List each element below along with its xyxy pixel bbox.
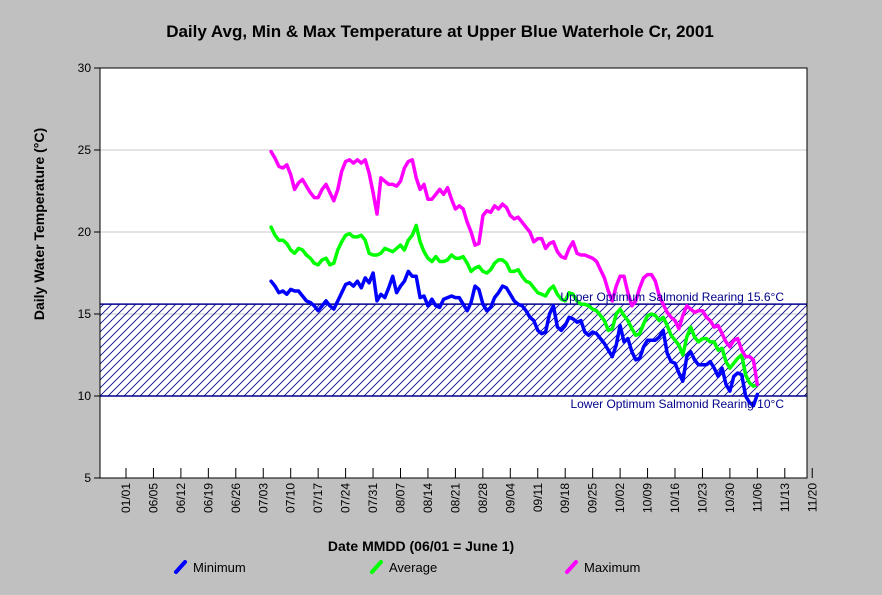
optimum-band: [100, 303, 807, 397]
series-lines: [269, 149, 760, 408]
y-axis-title: Daily Water Temperature (°C): [31, 128, 47, 320]
series-line-minimum: [269, 269, 760, 408]
x-tick-label: 11/13: [778, 483, 792, 512]
series-line-average: [269, 223, 760, 388]
x-tick-label: 08/07: [394, 483, 408, 513]
x-tick-label: 11/20: [805, 483, 819, 512]
x-tick-label: 10/09: [641, 483, 655, 513]
x-tick-label: 10/02: [613, 483, 627, 513]
y-tick-label: 10: [78, 389, 92, 403]
x-tick-label: 07/17: [311, 483, 325, 513]
legend: Minimum Average Maximum: [174, 560, 640, 575]
x-axis: 01/01 06/05 06/12 06/19 06/26 07/03 07/10 07/17…: [119, 468, 819, 513]
x-tick-label: 09/25: [586, 483, 600, 513]
x-tick-label: 06/05: [146, 483, 160, 513]
series-line-maximum: [269, 149, 760, 387]
x-tick-label: 10/23: [695, 483, 709, 513]
x-tick-label: 07/03: [256, 483, 270, 513]
y-tick-label: 25: [78, 143, 92, 157]
x-tick-label: 01/01: [119, 483, 133, 513]
y-tick-label: 15: [78, 307, 92, 321]
y-tick-label: 5: [84, 471, 91, 485]
x-tick-label: 08/14: [421, 483, 435, 513]
legend-label-average: Average: [389, 560, 437, 575]
x-tick-label: 10/30: [723, 483, 737, 513]
x-tick-label: 10/16: [668, 483, 682, 513]
y-tick-label: 20: [78, 225, 92, 239]
legend-swatch-average: [370, 560, 383, 574]
x-tick-label: 06/26: [229, 483, 243, 513]
x-tick-label: 09/18: [558, 483, 572, 513]
y-tick-label: 30: [78, 61, 92, 75]
plot-frame: [99, 67, 808, 479]
x-tick-label: 08/21: [448, 483, 462, 513]
x-tick-label: 07/31: [366, 483, 380, 513]
x-tick-label: 07/24: [339, 483, 353, 513]
legend-swatch-maximum: [565, 560, 578, 574]
x-tick-label: 09/04: [503, 483, 517, 513]
optimum-band-fill: [100, 304, 807, 396]
x-axis-title: Date MMDD (06/01 = June 1): [328, 538, 514, 554]
legend-label-minimum: Minimum: [193, 560, 246, 575]
legend-swatch-minimum: [174, 560, 187, 574]
x-tick-label: 11/06: [750, 483, 764, 512]
chart-title: Daily Avg, Min & Max Temperature at Uppe…: [166, 22, 714, 41]
x-tick-label: 06/19: [201, 483, 215, 513]
x-tick-label: 07/10: [284, 483, 298, 513]
plot-area: [100, 68, 807, 478]
lower-band-label: Lower Optimum Salmonid Rearing 10°C: [570, 397, 784, 411]
x-tick-label: 06/12: [174, 483, 188, 513]
upper-band-label: Upper Optimum Salmonid Rearing 15.6°C: [560, 290, 784, 304]
legend-label-maximum: Maximum: [584, 560, 640, 575]
y-axis: 5 10 15 20 25 30: [78, 61, 100, 485]
x-tick-label: 08/28: [476, 483, 490, 513]
x-tick-label: 09/11: [531, 483, 545, 512]
